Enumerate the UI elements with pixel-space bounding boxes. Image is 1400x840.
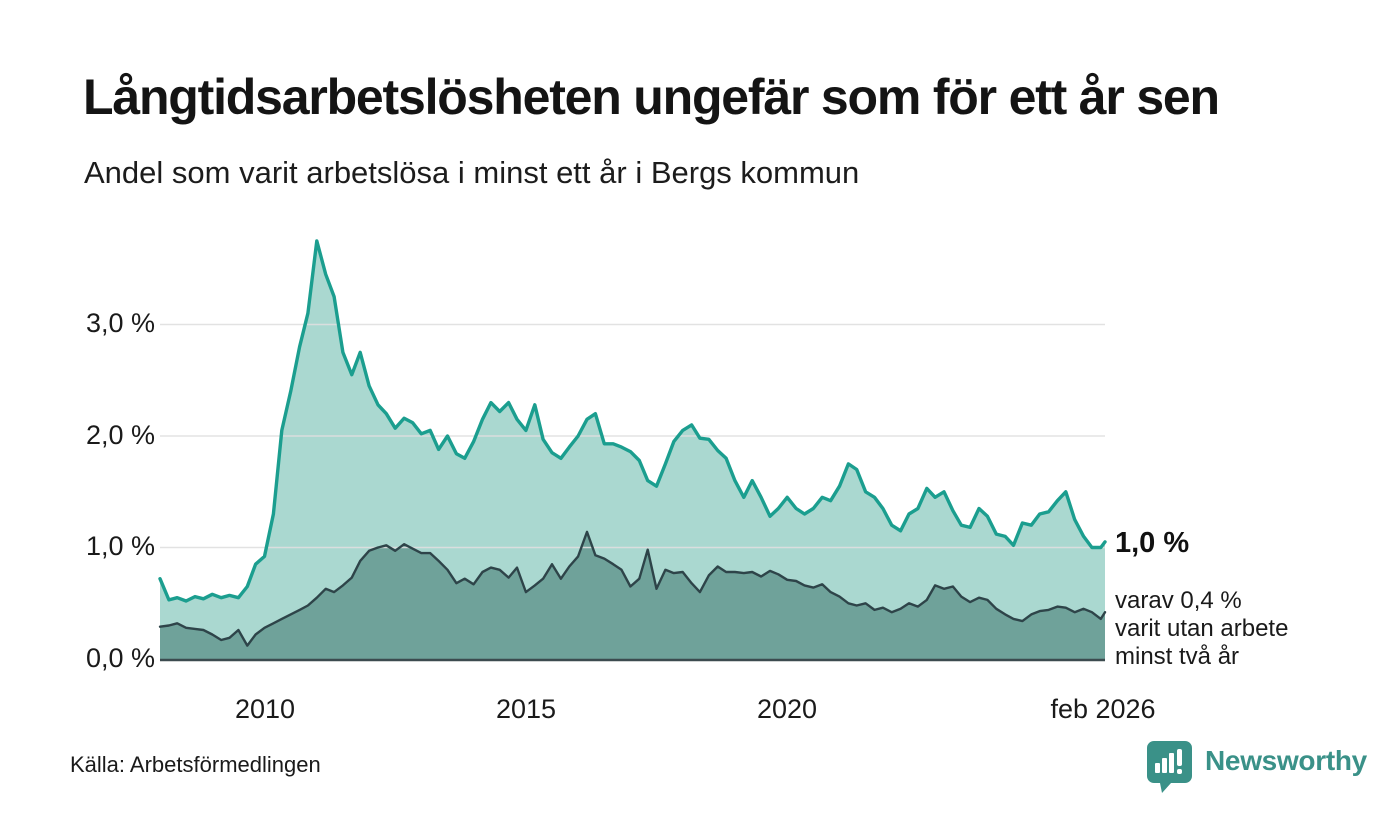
y-tick-label-0: 0,0 % [85, 643, 155, 673]
page-title: Långtidsarbetslösheten ungefär som för e… [83, 69, 1220, 125]
newsworthy-logo: Newsworthy [1146, 740, 1367, 796]
end-sub-line-1: varav 0,4 % [1115, 587, 1242, 614]
newsworthy-logo-icon [1147, 741, 1192, 793]
x-tick-label-feb-2026: feb 2026 [1050, 694, 1156, 724]
x-tick-label-2010: 2010 [234, 694, 296, 724]
end-sub-label: varav 0,4 % varit utan arbete minst två … [1115, 587, 1288, 671]
end-value-label: 1,0 % [1115, 527, 1190, 559]
y-tick-label-3: 3,0 % [85, 308, 155, 338]
page-subtitle: Andel som varit arbetslösa i minst ett å… [84, 155, 860, 190]
y-tick-label-2: 2,0 % [85, 420, 155, 450]
newsworthy-wordmark: Newsworthy [1205, 745, 1367, 776]
y-tick-label-1: 1,0 % [85, 531, 155, 561]
source-credit: Källa: Arbetsförmedlingen [70, 752, 321, 777]
x-tick-label-2020: 2020 [756, 694, 818, 724]
end-sub-line-2: varit utan arbete [1115, 615, 1289, 642]
end-sub-line-3: minst två år [1115, 643, 1240, 670]
x-tick-label-2015: 2015 [495, 694, 557, 724]
